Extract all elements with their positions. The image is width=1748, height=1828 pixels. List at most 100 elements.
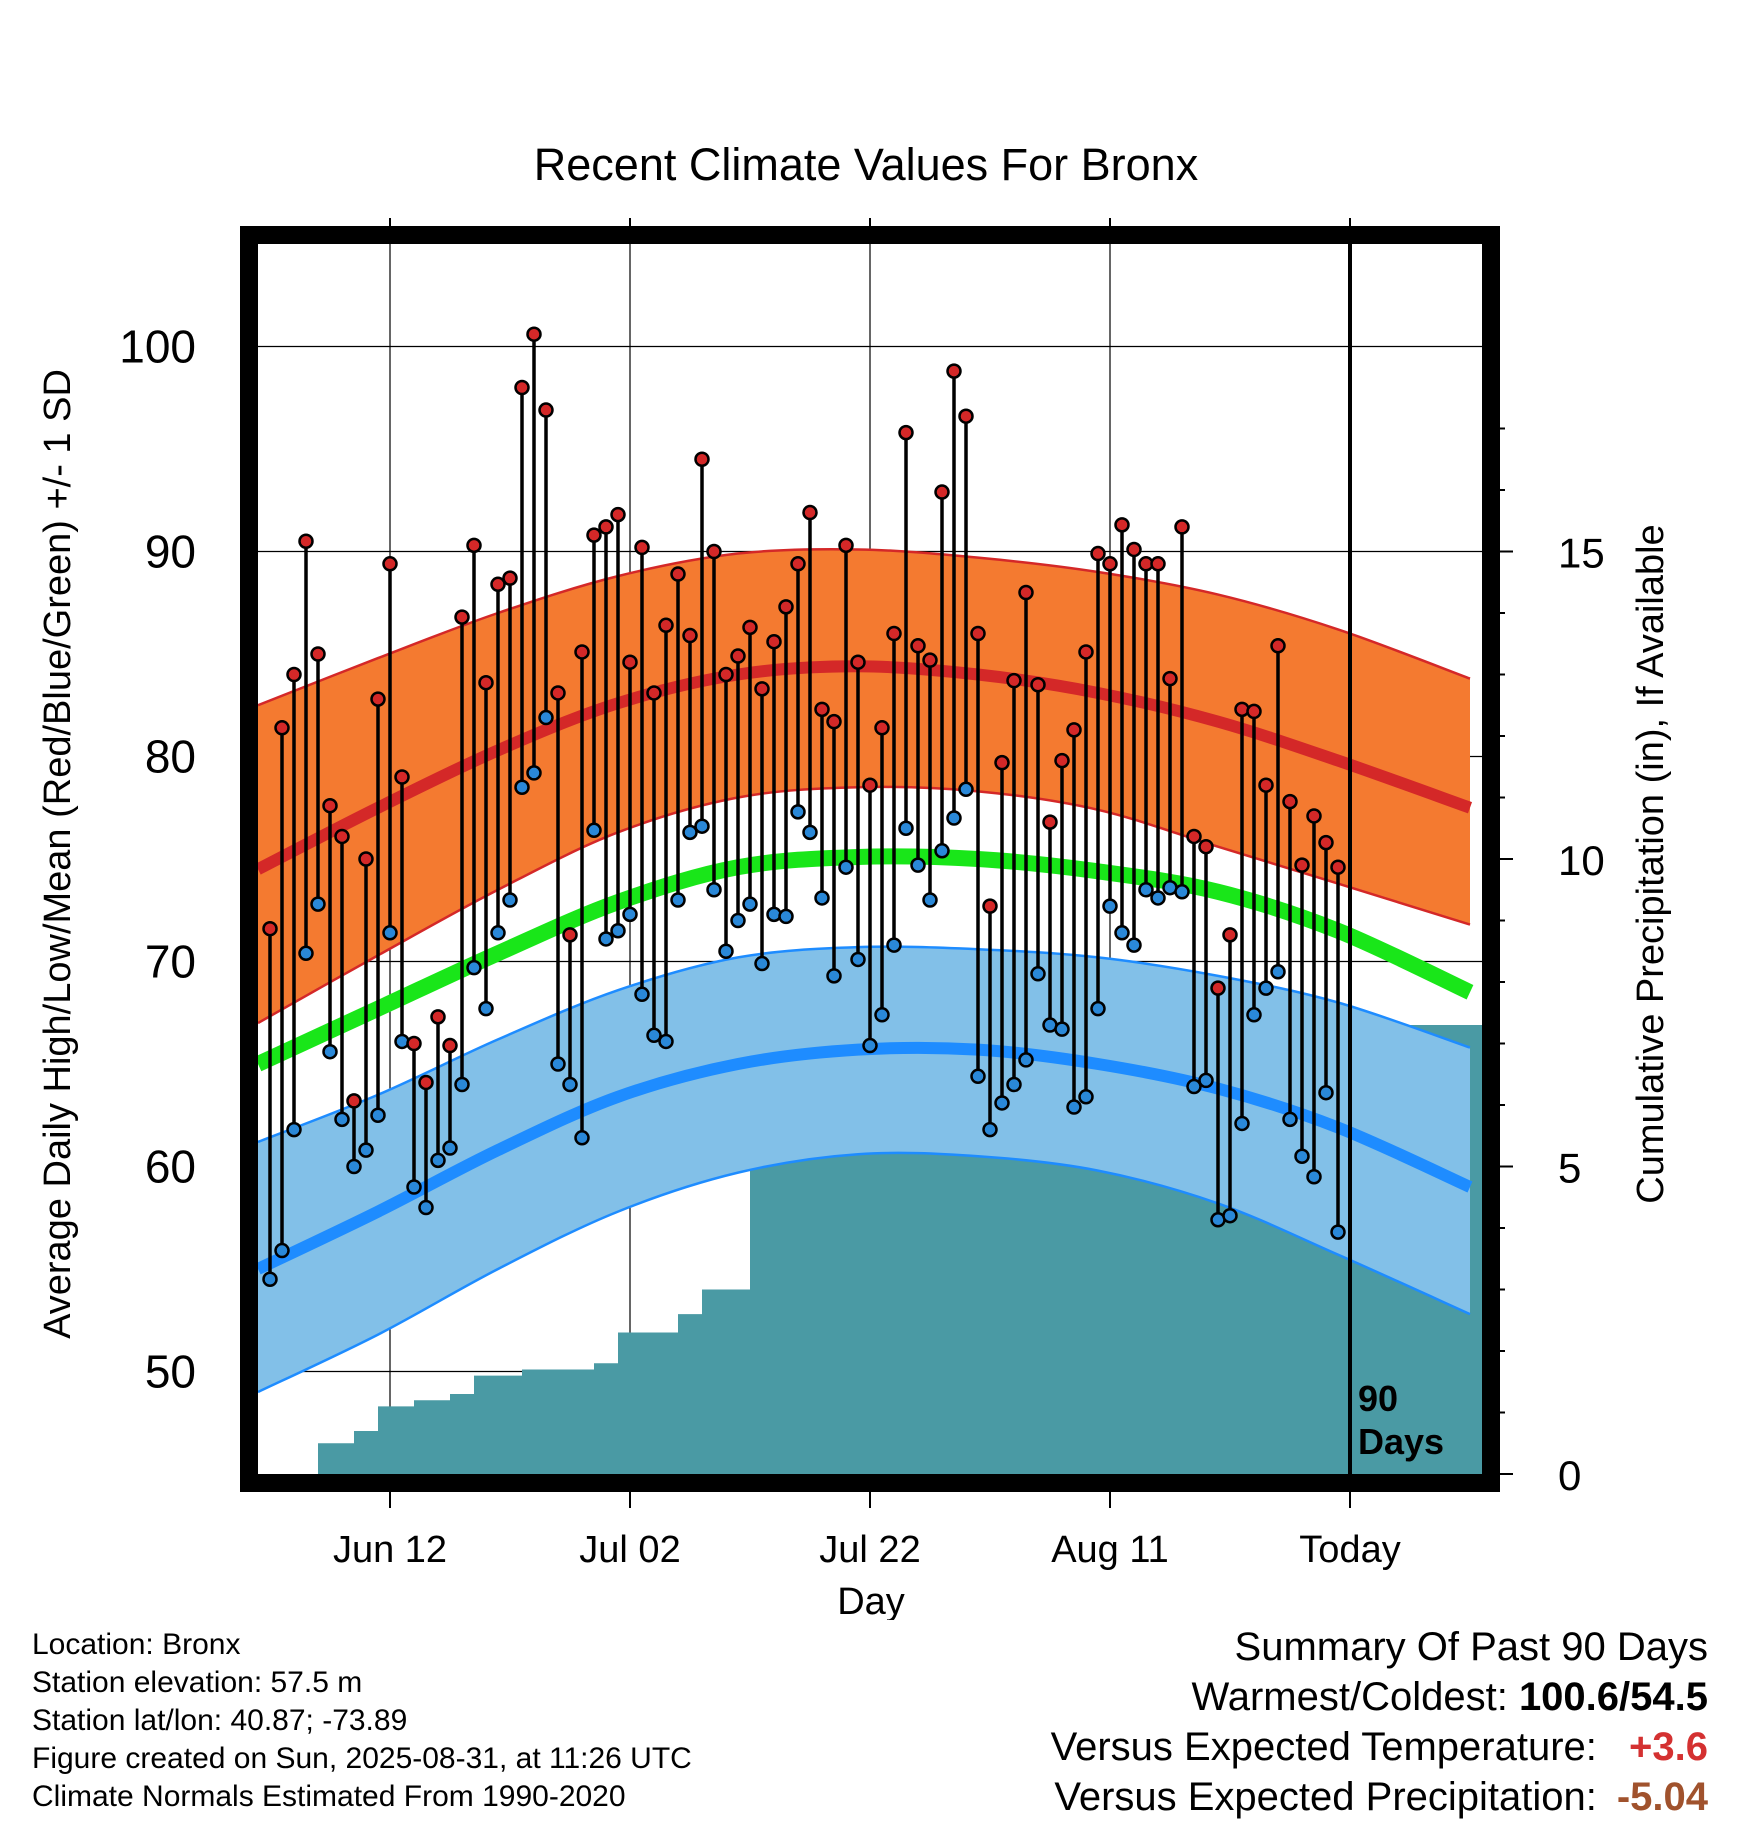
daily-low-point [1234,1115,1250,1132]
precip-anomaly-label: Versus Expected Precipitation: [1054,1775,1597,1819]
daily-high-point [490,576,506,593]
daily-low-point [574,1130,590,1146]
daily-low-point [754,955,770,972]
daily-low-point [586,822,602,839]
normal-high-band-upper-edge [258,547,1471,707]
chart-title: Recent Climate Values For Bronx [534,139,1199,190]
daily-low-point [1054,1021,1070,1037]
daily-low-point [514,779,530,795]
daily-high-point [766,633,782,650]
daily-high-point [358,851,374,867]
daily-high-point [802,504,818,521]
x-tick-label: Jun 12 [333,1529,447,1571]
daily-low-point [1018,1052,1034,1068]
daily-low-point [730,912,746,929]
y-tick-label: 60 [145,1141,196,1193]
daily-low-point [610,923,626,939]
daily-high-point [982,898,998,914]
daily-high-point [1102,556,1118,572]
created-text: Figure created on Sun, 2025-08-31, at 11… [32,1742,692,1775]
precip-anomaly-value: -5.04 [1616,1775,1708,1819]
daily-low-point [670,892,686,908]
daily-high-point [1330,859,1346,875]
daily-high-point [838,537,854,554]
temp-anomaly-label: Versus Expected Temperature: [1050,1725,1597,1769]
daily-high-point [1270,638,1286,654]
daily-high-point [622,654,638,670]
daily-low-point [1066,1099,1082,1115]
daily-low-point [358,1142,374,1158]
secondary-y-axis-label: Cumulative Precipitation (in), If Availa… [1630,524,1672,1203]
daily-low-point [994,1095,1010,1111]
daily-low-point [922,892,938,908]
daily-low-point [1078,1089,1094,1105]
daily-high-point [526,326,542,342]
daily-low-point [1174,884,1190,900]
daily-high-point [682,627,698,644]
daily-high-point [922,652,938,668]
climate-chart: Recent Climate Values For Bronx 90Days50… [37,139,1672,1620]
summary-heading: Summary Of Past 90 Days [1234,1625,1708,1669]
today-marker-label: 90 [1358,1378,1398,1419]
daily-high-point [1306,808,1322,824]
daily-high-point [874,720,890,736]
daily-low-point [1138,882,1154,898]
daily-low-point [478,1000,494,1017]
daily-low-point [1258,980,1274,996]
daily-low-point [502,892,518,908]
daily-high-point [478,674,494,691]
daily-high-point [538,402,554,418]
daily-low-point [526,765,542,781]
daily-low-point [538,709,554,726]
daily-high-point [454,609,470,625]
daily-high-point [322,797,338,814]
daily-high-point [1246,703,1262,720]
daily-high-point [1018,584,1034,601]
daily-low-point [970,1068,986,1085]
daily-high-point [394,769,410,785]
daily-high-point [886,625,902,642]
daily-high-point [790,556,806,572]
daily-high-point [718,666,734,683]
daily-low-point [982,1121,998,1138]
daily-high-point [862,777,878,793]
y-tick-label: 50 [145,1346,196,1398]
daily-low-point [646,1027,662,1044]
daily-low-point [1126,937,1142,953]
daily-low-point [826,968,842,984]
daily-low-point [430,1152,446,1169]
daily-low-point [1246,1007,1262,1023]
daily-high-point [262,920,278,937]
today-marker-label: Days [1358,1421,1444,1462]
daily-high-point [562,927,578,943]
daily-low-point [334,1111,350,1128]
normal-low-line [258,1041,1473,1275]
daily-high-point [670,566,686,582]
daily-high-point [1042,814,1058,830]
daily-low-point [1270,964,1286,980]
daily-low-point [1102,898,1118,914]
daily-high-point [1030,677,1046,693]
daily-high-point [502,570,518,586]
daily-high-point [1006,672,1022,689]
daily-low-point [898,820,914,836]
temp-anomaly-value: +3.6 [1629,1725,1708,1769]
y2-tick-label: 5 [1558,1145,1581,1192]
daily-high-point [406,1035,422,1052]
daily-high-point [286,666,302,683]
daily-low-point [382,925,398,941]
daily-low-point [466,959,482,976]
daily-high-point [1174,519,1190,535]
y2-tick-label: 0 [1558,1452,1581,1499]
y-tick-label: 100 [119,321,196,373]
daily-high-point [466,537,482,554]
daily-high-point [850,654,866,670]
latlon-text: Station lat/lon: 40.87; -73.89 [32,1704,408,1737]
daily-low-point [1150,890,1166,906]
daily-low-point [790,804,806,820]
daily-low-point [1306,1169,1322,1185]
daily-low-point [1030,966,1046,982]
x-tick-label: Aug 11 [1051,1529,1169,1571]
daily-low-point [718,943,734,959]
daily-high-point [298,533,314,549]
